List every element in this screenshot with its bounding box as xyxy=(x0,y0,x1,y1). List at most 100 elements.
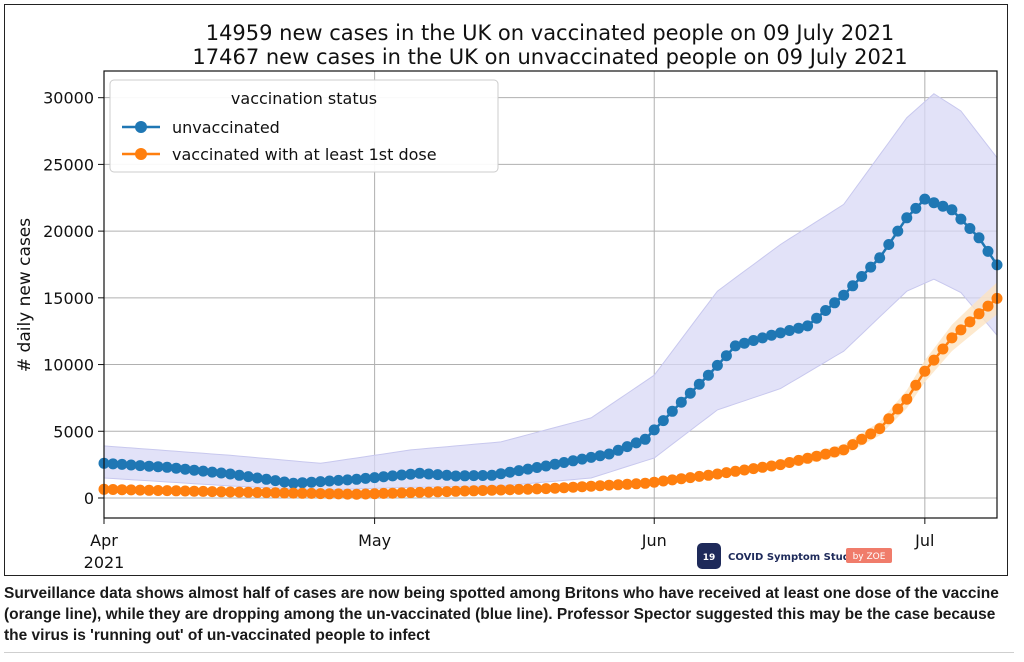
point-unvaccinated-36 xyxy=(423,468,435,480)
point-vaccinated-75 xyxy=(775,459,786,471)
point-unvaccinated-73 xyxy=(757,332,768,344)
point-vaccinated-48 xyxy=(531,483,543,495)
point-vaccinated-91 xyxy=(919,365,931,377)
y-tick-label-4: 20000 xyxy=(43,222,94,241)
point-vaccinated-21 xyxy=(287,487,299,499)
point-unvaccinated-81 xyxy=(829,297,841,309)
point-unvaccinated-51 xyxy=(558,457,570,468)
point-vaccinated-36 xyxy=(423,486,435,498)
point-vaccinated-86 xyxy=(874,423,886,435)
point-vaccinated-88 xyxy=(892,403,904,415)
point-unvaccinated-57 xyxy=(612,444,624,456)
point-vaccinated-29 xyxy=(360,488,372,500)
point-vaccinated-76 xyxy=(784,457,795,468)
point-unvaccinated-31 xyxy=(378,471,390,483)
point-unvaccinated-21 xyxy=(287,477,299,489)
point-unvaccinated-63 xyxy=(666,405,678,417)
chart: 14959 new cases in the UK on vaccinated … xyxy=(15,21,1003,572)
point-vaccinated-61 xyxy=(648,476,660,488)
point-unvaccinated-28 xyxy=(351,473,363,485)
legend-box xyxy=(109,79,499,173)
point-vaccinated-12 xyxy=(206,486,218,498)
point-vaccinated-81 xyxy=(829,446,841,458)
point-vaccinated-94 xyxy=(946,332,958,344)
point-unvaccinated-78 xyxy=(802,320,814,332)
point-vaccinated-49 xyxy=(540,483,552,495)
point-unvaccinated-12 xyxy=(206,466,218,478)
point-vaccinated-19 xyxy=(269,487,281,499)
point-vaccinated-24 xyxy=(315,488,326,500)
point-vaccinated-65 xyxy=(684,472,696,484)
point-vaccinated-27 xyxy=(342,488,353,500)
point-unvaccinated-26 xyxy=(333,474,344,486)
y-tick-label-0: 0 xyxy=(84,489,94,508)
point-vaccinated-22 xyxy=(296,487,308,499)
point-vaccinated-2 xyxy=(116,484,128,496)
point-unvaccinated-84 xyxy=(856,271,868,282)
point-vaccinated-41 xyxy=(468,485,480,497)
watermark-logo-text: 19 xyxy=(703,553,716,563)
x-tick-label-3: Jul xyxy=(914,531,934,550)
point-vaccinated-84 xyxy=(856,433,868,445)
y-axis-label: # daily new cases xyxy=(15,218,35,372)
point-unvaccinated-62 xyxy=(657,415,669,427)
point-unvaccinated-13 xyxy=(215,467,227,479)
caption-divider xyxy=(4,652,1014,653)
point-vaccinated-26 xyxy=(333,488,344,500)
point-vaccinated-79 xyxy=(811,450,823,462)
point-vaccinated-45 xyxy=(504,484,516,496)
point-vaccinated-1 xyxy=(107,484,119,495)
point-vaccinated-44 xyxy=(495,484,507,496)
x-tick-label-1: May xyxy=(358,531,391,550)
point-unvaccinated-24 xyxy=(315,476,326,488)
point-unvaccinated-39 xyxy=(450,470,462,482)
point-unvaccinated-92 xyxy=(928,197,940,209)
point-unvaccinated-83 xyxy=(847,280,859,292)
point-unvaccinated-75 xyxy=(775,327,786,339)
point-vaccinated-35 xyxy=(414,486,426,498)
point-unvaccinated-35 xyxy=(414,467,426,479)
point-unvaccinated-76 xyxy=(784,325,795,336)
watermark-logo xyxy=(697,543,721,569)
point-vaccinated-72 xyxy=(748,463,759,475)
point-unvaccinated-46 xyxy=(513,465,525,477)
point-unvaccinated-55 xyxy=(594,450,606,462)
point-unvaccinated-79 xyxy=(811,312,823,324)
point-vaccinated-23 xyxy=(306,487,317,499)
point-vaccinated-64 xyxy=(675,473,687,485)
point-unvaccinated-3 xyxy=(125,459,137,471)
point-unvaccinated-48 xyxy=(531,462,543,473)
point-unvaccinated-58 xyxy=(621,441,633,453)
legend-title: vaccination status xyxy=(231,89,377,108)
point-vaccinated-8 xyxy=(170,485,182,497)
point-unvaccinated-25 xyxy=(324,475,335,487)
point-vaccinated-6 xyxy=(152,485,164,496)
point-unvaccinated-33 xyxy=(396,469,408,481)
point-unvaccinated-96 xyxy=(964,223,976,234)
point-vaccinated-11 xyxy=(197,485,209,497)
point-vaccinated-73 xyxy=(757,461,768,473)
point-unvaccinated-80 xyxy=(820,305,832,316)
point-vaccinated-18 xyxy=(260,487,272,499)
point-unvaccinated-68 xyxy=(711,359,723,371)
point-vaccinated-52 xyxy=(567,481,579,493)
point-unvaccinated-40 xyxy=(459,470,471,482)
point-vaccinated-55 xyxy=(594,480,606,492)
point-unvaccinated-87 xyxy=(883,239,895,250)
point-unvaccinated-82 xyxy=(838,289,850,301)
point-vaccinated-40 xyxy=(459,485,471,497)
point-unvaccinated-1 xyxy=(107,458,119,470)
point-unvaccinated-98 xyxy=(982,245,994,257)
point-vaccinated-28 xyxy=(351,488,363,500)
y-tick-label-3: 15000 xyxy=(43,289,94,308)
point-vaccinated-77 xyxy=(793,454,805,466)
point-unvaccinated-19 xyxy=(269,475,281,487)
point-unvaccinated-8 xyxy=(170,462,182,474)
point-unvaccinated-67 xyxy=(702,369,714,381)
point-unvaccinated-90 xyxy=(910,202,922,214)
point-unvaccinated-61 xyxy=(648,424,660,436)
point-vaccinated-70 xyxy=(729,465,741,477)
legend-entry-unvaccinated: unvaccinated xyxy=(172,118,280,137)
point-unvaccinated-94 xyxy=(946,204,958,216)
point-unvaccinated-11 xyxy=(197,465,209,477)
